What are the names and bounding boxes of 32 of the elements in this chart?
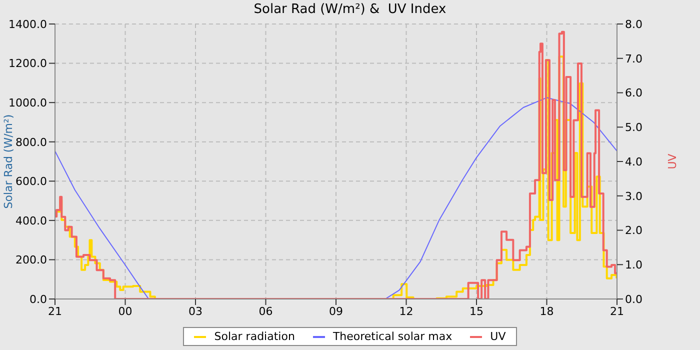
y2-tick-label: 4.0: [625, 155, 642, 168]
y2-axis-title: UV: [666, 153, 679, 170]
x-tick-label: 18: [540, 304, 554, 318]
y-tick-label: 600.0: [16, 175, 47, 188]
legend-label: Solar radiation: [213, 330, 295, 343]
y2-tick-label: 0.0: [625, 292, 642, 306]
y2-tick-label: 5.0: [625, 121, 642, 134]
legend-label: UV: [489, 330, 506, 343]
y-tick-label: 1200.0: [8, 57, 47, 70]
y-tick-label: 400.0: [16, 214, 47, 228]
x-tick-label: 21: [48, 304, 62, 318]
y-tick-label: 1000.0: [8, 96, 47, 110]
y-tick-label: 1400.0: [8, 18, 47, 31]
x-tick-label: 12: [399, 304, 414, 318]
x-tick-label: 06: [258, 304, 273, 318]
y-tick-label: 0.0: [30, 292, 47, 306]
x-tick-label: 09: [329, 304, 343, 318]
y2-tick-label: 8.0: [625, 18, 642, 31]
chart-title: Solar Rad (W/m²) & UV Index: [252, 2, 448, 17]
y-axis-title: Solar Rad (W/m²): [2, 114, 15, 209]
y2-tick-label: 2.0: [625, 224, 642, 238]
x-tick-label: 03: [188, 304, 202, 318]
x-tick-label: 00: [118, 304, 132, 318]
y2-tick-label: 7.0: [625, 52, 642, 66]
y2-tick-label: 3.0: [625, 190, 642, 203]
y2-tick-label: 1.0: [625, 258, 642, 272]
legend-label: Theoretical solar max: [332, 330, 452, 343]
y-tick-label: 800.0: [16, 136, 47, 149]
x-tick-label: 15: [470, 304, 484, 318]
y-tick-label: 200.0: [16, 254, 47, 267]
x-tick-label: 21: [610, 304, 624, 318]
y2-tick-label: 6.0: [625, 86, 642, 100]
